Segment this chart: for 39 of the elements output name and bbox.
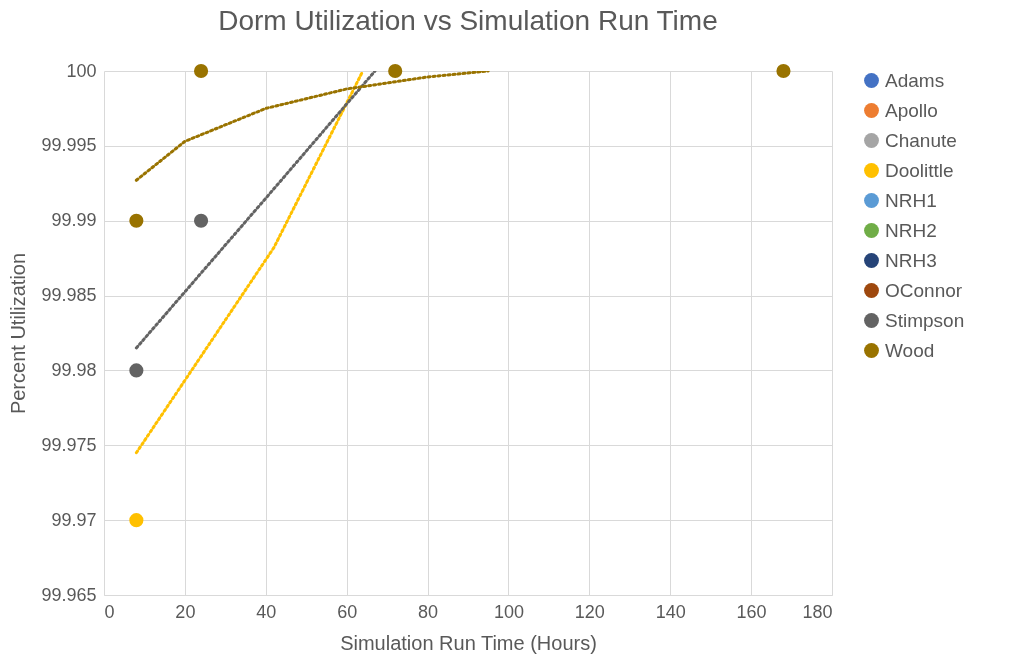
y-tick-label: 100: [66, 60, 97, 81]
y-tick-label: 99.97: [51, 509, 97, 530]
line-series: [134, 71, 490, 182]
x-tick-label: 180: [802, 601, 833, 622]
legend-label: Adams: [885, 69, 945, 91]
chart-title: Dorm Utilization vs Simulation Run Time: [218, 5, 718, 36]
y-tick-label: 99.99: [51, 210, 97, 231]
x-tick-label: 80: [418, 601, 439, 622]
legend-label: NRH3: [885, 249, 937, 271]
point: [129, 513, 144, 528]
y-tick-label: 99.995: [41, 135, 97, 156]
x-tick-label: 20: [175, 601, 196, 622]
legend-label: Doolittle: [885, 159, 954, 181]
point: [129, 213, 144, 228]
point: [129, 363, 144, 378]
x-axis-title: Simulation Run Time (Hours): [340, 631, 597, 654]
legend-label: NRH2: [885, 219, 937, 241]
point: [194, 63, 209, 79]
y-tick-label: 99.975: [41, 434, 97, 455]
y-tick-label: 99.965: [41, 584, 97, 605]
x-tick-label: 0: [104, 601, 115, 622]
legend-label: Apollo: [885, 99, 938, 121]
y-tick-label: 99.98: [51, 359, 97, 380]
legend-label: OConnor: [885, 279, 963, 301]
y-axis-title: Percent Utilization: [7, 252, 30, 415]
legend-label: Stimpson: [885, 309, 965, 331]
point: [388, 63, 403, 79]
y-tick-label: 99.985: [41, 285, 97, 306]
point: [194, 213, 209, 228]
legend-label: NRH1: [885, 189, 937, 211]
point: [776, 63, 791, 79]
x-tick-label: 120: [574, 601, 605, 622]
x-tick-label: 140: [655, 601, 686, 622]
x-tick-label: 60: [337, 601, 358, 622]
x-tick-label: 100: [493, 601, 524, 622]
legend-label: Chanute: [885, 129, 957, 151]
x-tick-label: 160: [736, 601, 767, 622]
legend-label: Wood: [885, 339, 935, 361]
x-tick-label: 40: [256, 601, 277, 622]
